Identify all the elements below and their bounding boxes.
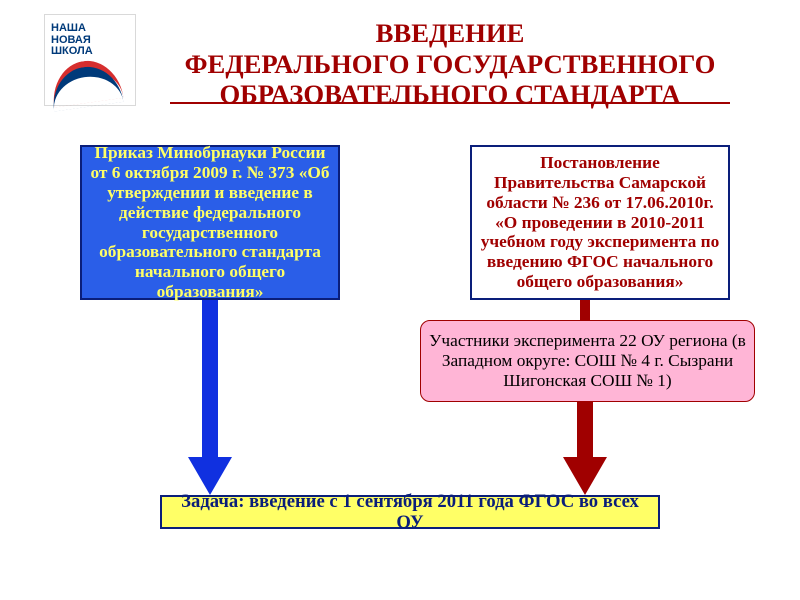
arrows-layer: [0, 0, 800, 600]
red-arrow: [563, 402, 607, 495]
blue-arrow: [188, 300, 232, 495]
red-connector: [580, 300, 590, 320]
